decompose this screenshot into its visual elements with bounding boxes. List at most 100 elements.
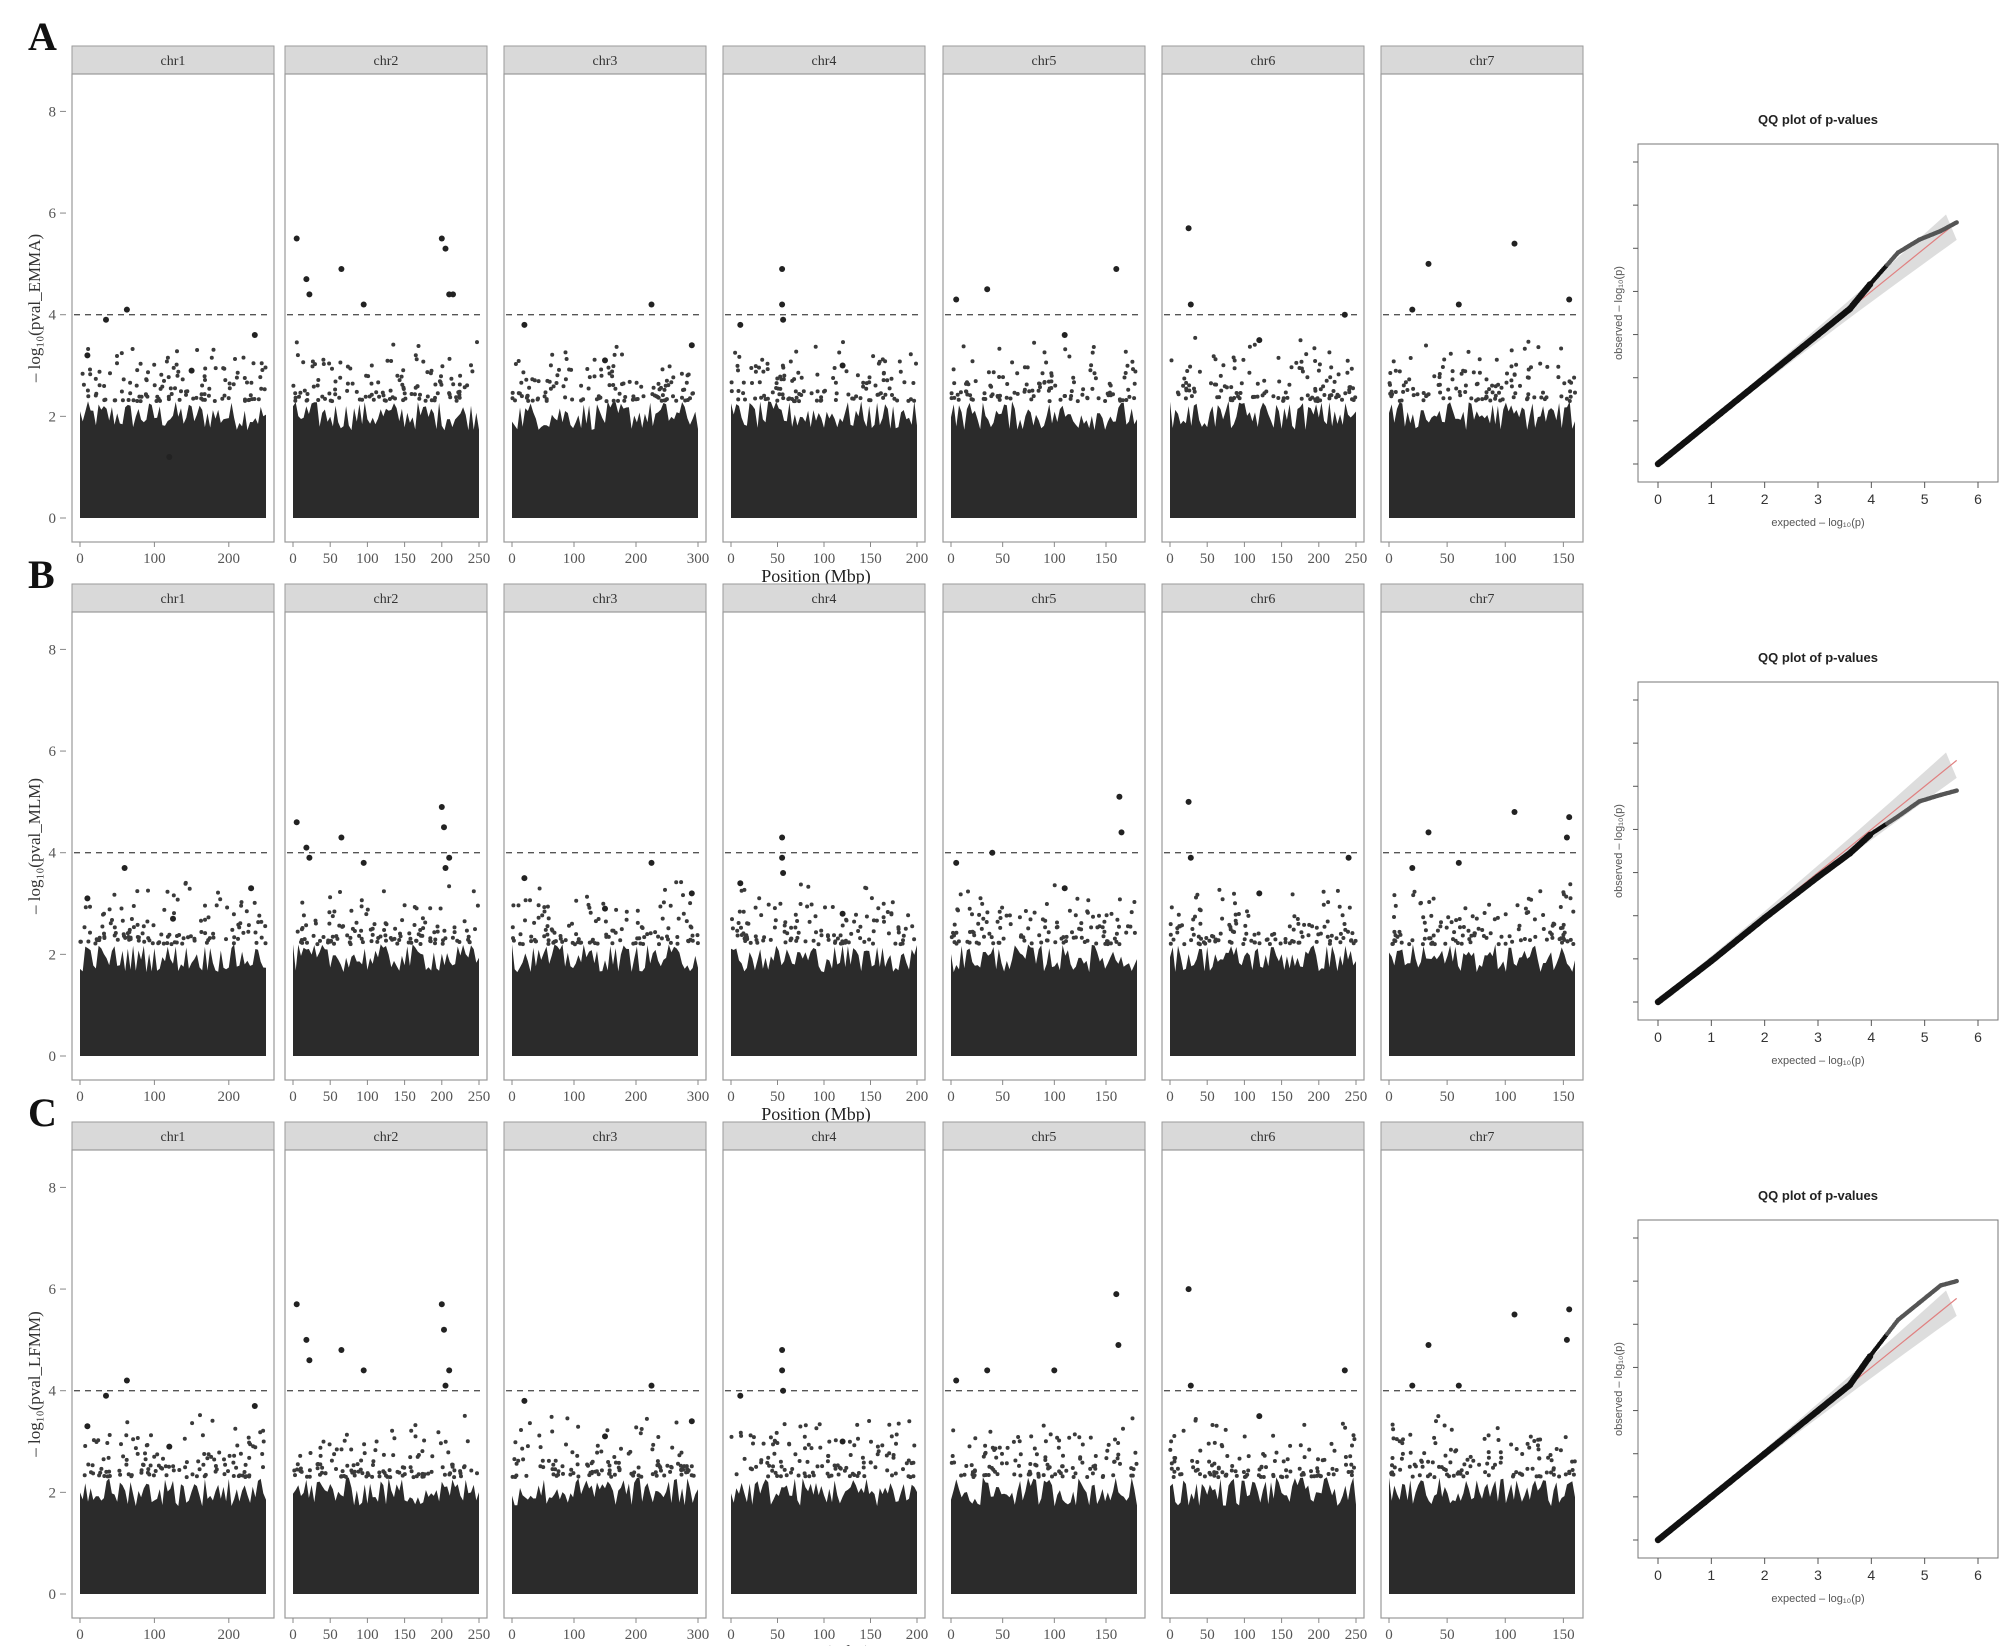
snp-point	[1536, 1447, 1541, 1452]
snp-point	[998, 916, 1003, 920]
peak-snp-point	[688, 890, 695, 897]
snp-point	[334, 1447, 339, 1452]
snp-point	[766, 1474, 771, 1479]
snp-point	[596, 1472, 601, 1477]
snp-point	[1560, 940, 1564, 945]
x-tick-label: 100	[1043, 1089, 1066, 1105]
snp-point	[663, 383, 668, 388]
snp-point	[852, 919, 857, 924]
peak-snp-point	[984, 1367, 991, 1374]
x-tick-label: 50	[323, 1089, 338, 1105]
y-tick-label: 4	[49, 308, 57, 324]
snp-point	[1199, 936, 1203, 941]
snp-point	[305, 940, 309, 945]
snp-point	[108, 371, 112, 376]
snp-point	[1053, 383, 1058, 388]
snp-point	[1348, 385, 1353, 390]
snp-point	[1477, 357, 1482, 362]
snp-point	[414, 906, 419, 911]
snp-point	[1045, 938, 1050, 943]
snp-point	[1517, 923, 1522, 928]
snp-point	[454, 398, 459, 403]
snp-point	[794, 395, 799, 400]
peak-snp-point	[839, 1438, 846, 1445]
snp-point	[452, 930, 457, 935]
peak-snp-point	[1563, 1336, 1570, 1343]
snp-point	[685, 398, 690, 402]
snp-point	[1234, 1473, 1239, 1478]
snp-point	[574, 932, 579, 937]
snp-point	[1214, 1470, 1219, 1475]
snp-point	[165, 934, 170, 939]
snp-point	[82, 1473, 87, 1478]
snp-point	[1299, 396, 1304, 401]
qq-x-tick-label: 0	[1654, 491, 1662, 507]
snp-point	[513, 362, 518, 366]
snp-point	[183, 881, 188, 886]
snp-point	[418, 942, 423, 946]
x-tick-label: 50	[995, 1089, 1010, 1105]
snp-point	[951, 367, 956, 372]
snp-point	[1046, 930, 1051, 935]
snp-point	[1228, 927, 1233, 932]
snp-point	[1331, 389, 1336, 393]
snp-point	[183, 1465, 188, 1470]
snp-point	[751, 1435, 756, 1440]
snp-point	[1518, 383, 1522, 388]
snp-point	[1315, 1466, 1320, 1471]
snp-point	[958, 892, 963, 897]
snp-point	[773, 1470, 778, 1475]
snp-point	[1493, 384, 1498, 389]
snp-point	[1273, 937, 1278, 942]
snp-point	[435, 924, 440, 929]
snp-point	[518, 941, 522, 946]
snp-point	[86, 1462, 91, 1467]
snp-point	[131, 904, 136, 908]
snp-point	[1499, 1455, 1504, 1460]
snp-point	[1079, 935, 1084, 940]
facet-strip-label: chr3	[593, 54, 618, 69]
snp-point	[236, 936, 240, 941]
snp-point	[226, 396, 231, 401]
snp-point	[729, 1434, 734, 1439]
snp-point	[956, 939, 961, 944]
snp-point	[550, 352, 555, 357]
snp-point	[564, 1442, 568, 1447]
snp-point	[110, 918, 114, 922]
snp-point	[464, 928, 469, 933]
snp-point	[766, 902, 771, 907]
snp-point	[750, 1467, 754, 1472]
snp-point	[1463, 390, 1468, 394]
snp-point	[1511, 395, 1516, 400]
snp-point	[395, 373, 400, 378]
x-tick-label: 200	[625, 1627, 648, 1643]
snp-point	[1350, 1443, 1354, 1448]
snp-point	[1112, 936, 1117, 941]
peak-snp-point	[438, 804, 445, 810]
snp-point	[783, 940, 788, 945]
snp-point	[1302, 1455, 1307, 1460]
snp-point	[782, 923, 787, 928]
snp-point	[1079, 921, 1084, 926]
snp-point	[805, 904, 810, 909]
snp-point	[1297, 366, 1302, 370]
snp-point	[765, 1460, 770, 1465]
snp-point	[235, 370, 240, 375]
snp-point	[1528, 1434, 1533, 1439]
snp-point	[184, 1475, 189, 1480]
snp-point	[814, 398, 819, 403]
snp-point	[318, 1453, 323, 1458]
snp-point	[880, 1443, 885, 1448]
snp-point	[578, 940, 583, 945]
snp-point	[1012, 1472, 1017, 1477]
snp-point	[838, 1466, 843, 1471]
snp-point	[1309, 1469, 1313, 1474]
snp-point	[616, 398, 620, 403]
snp-point	[1423, 928, 1428, 933]
snp-point	[1037, 381, 1042, 386]
snp-point	[1450, 377, 1455, 382]
snp-point	[620, 352, 624, 357]
snp-point	[603, 919, 608, 924]
snp-point	[389, 359, 394, 363]
